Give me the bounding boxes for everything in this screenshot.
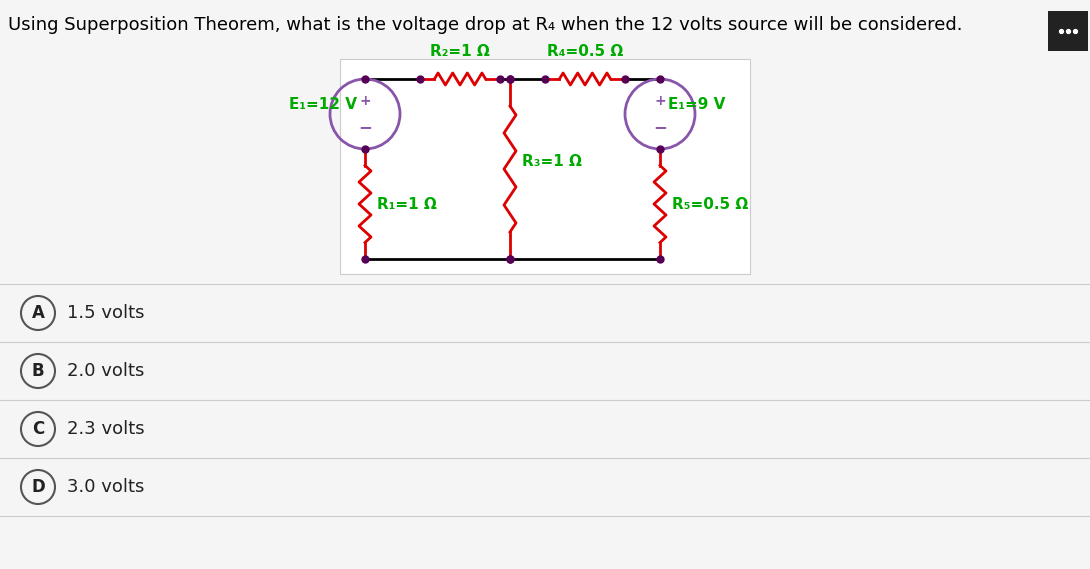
FancyBboxPatch shape [340, 59, 750, 274]
Text: D: D [32, 478, 45, 496]
Text: R₃=1 Ω: R₃=1 Ω [522, 154, 582, 168]
Text: +: + [360, 94, 371, 108]
Text: −: − [358, 118, 372, 137]
Text: Using Superposition Theorem, what is the voltage drop at R₄ when the 12 volts so: Using Superposition Theorem, what is the… [8, 16, 962, 34]
Text: E₁=9 V: E₁=9 V [668, 97, 725, 112]
Text: 1.5 volts: 1.5 volts [66, 304, 145, 322]
Text: −: − [653, 118, 667, 137]
Text: R₂=1 Ω: R₂=1 Ω [431, 44, 489, 59]
Text: E₁=12 V: E₁=12 V [289, 97, 358, 112]
Text: C: C [32, 420, 44, 438]
Text: B: B [32, 362, 45, 380]
Text: R₄=0.5 Ω: R₄=0.5 Ω [547, 44, 623, 59]
Text: 2.3 volts: 2.3 volts [66, 420, 145, 438]
Text: 3.0 volts: 3.0 volts [66, 478, 144, 496]
FancyBboxPatch shape [1047, 11, 1088, 51]
Text: R₁=1 Ω: R₁=1 Ω [377, 196, 437, 212]
Text: R₅=0.5 Ω: R₅=0.5 Ω [673, 196, 748, 212]
Text: +: + [654, 94, 666, 108]
Text: 2.0 volts: 2.0 volts [66, 362, 144, 380]
Text: A: A [32, 304, 45, 322]
